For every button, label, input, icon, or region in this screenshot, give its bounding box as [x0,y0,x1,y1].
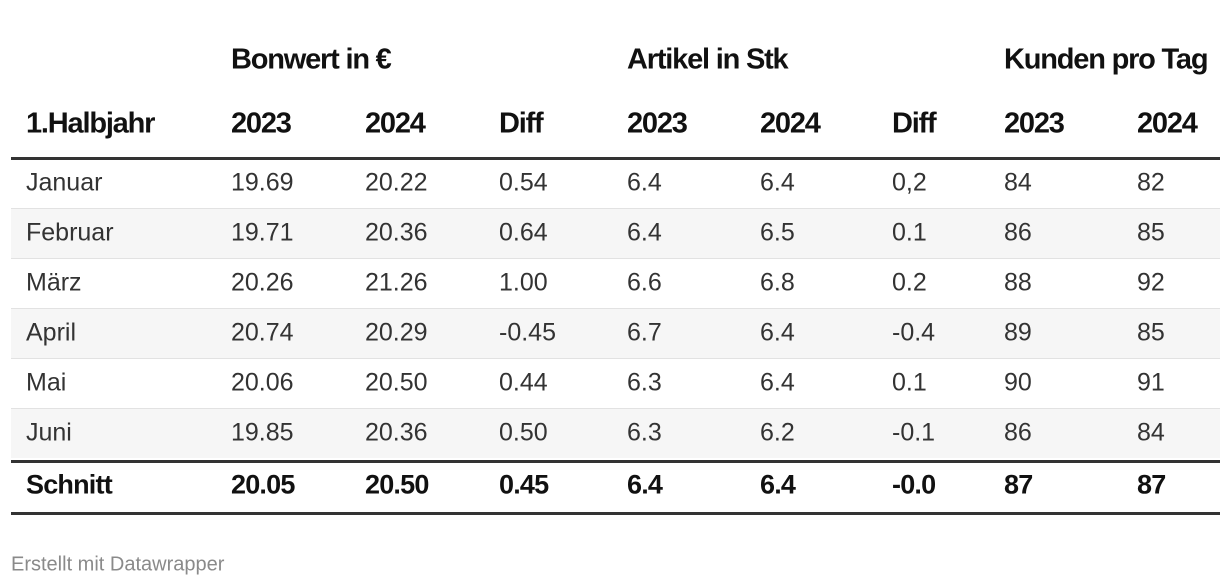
table-cell: 0.2 [892,268,927,297]
table-cell: 20.36 [365,218,428,247]
table-cell: 20.36 [365,418,428,447]
column-header: 2023 [231,107,292,140]
table-cell: 0.64 [499,218,548,247]
table-cell: Mai [26,368,67,397]
footer: Erstellt mit Datawrapper [11,553,225,576]
bottom-rule [11,512,1220,515]
table-cell: 0.1 [892,368,927,397]
total-cell: 0.45 [499,469,549,500]
table-cell: 0.44 [499,368,548,397]
table-cell: 88 [1004,268,1032,297]
group-header: Artikel in Stk [627,43,789,76]
table-cell: 6.4 [760,168,795,197]
table-cell: 6.4 [627,218,662,247]
table-cell: 0.1 [892,218,927,247]
table-cell: -0.45 [499,318,556,347]
column-header: 2023 [1004,107,1065,140]
table-cell: 89 [1004,318,1032,347]
row-shade [11,309,1220,358]
table-cell: 20.22 [365,168,428,197]
table-cell: 86 [1004,418,1032,447]
table-cell: 20.06 [231,368,294,397]
table-cell: 86 [1004,218,1032,247]
table-cell: 6.4 [760,318,795,347]
column-header: 1.Halbjahr [26,107,155,140]
table-cell: 20.29 [365,318,428,347]
table-cell: 6.4 [760,368,795,397]
row-divider [11,258,1220,259]
table-cell: Februar [26,218,114,247]
table-cell: 82 [1137,168,1165,197]
table-cell: 1.00 [499,268,548,297]
column-header: Diff [892,107,937,140]
total-cell: 6.4 [627,469,663,500]
total-cell: -0.0 [892,469,936,500]
group-header: Bonwert in € [231,43,392,76]
table-cell: 19.69 [231,168,294,197]
column-header: 2024 [1137,107,1198,140]
row-shade [11,409,1220,458]
table-cell: 19.71 [231,218,294,247]
table-cell: 90 [1004,368,1032,397]
column-header: 2023 [627,107,688,140]
table-cell: 84 [1137,418,1165,447]
table-cell: 92 [1137,268,1165,297]
table-cell: 20.74 [231,318,294,347]
table-cell: 20.50 [365,368,428,397]
table-cell: 85 [1137,218,1165,247]
total-cell: 20.05 [231,469,295,500]
table-cell: 0.54 [499,168,548,197]
table-cell: -0.1 [892,418,936,447]
column-header: Diff [499,107,544,140]
total-cell: 87 [1137,469,1166,500]
table-cell: 19.85 [231,418,294,447]
total-cell: 6.4 [760,469,796,500]
table-cell: März [26,268,82,297]
total-cell: 20.50 [365,469,429,500]
table-cell: 85 [1137,318,1165,347]
table-cell: 21.26 [365,268,428,297]
total-rule [11,460,1220,463]
table-cell: -0.4 [892,318,936,347]
row-divider [11,408,1220,409]
table-cell: 6.5 [760,218,795,247]
total-cell: Schnitt [26,469,113,500]
row-divider [11,208,1220,209]
row-divider [11,358,1220,359]
table-cell: 6.2 [760,418,795,447]
column-header: 2024 [760,107,821,140]
table-cell: 0,2 [892,168,927,197]
column-header: 2024 [365,107,426,140]
table-cell: 6.3 [627,418,662,447]
table-cell: 6.4 [627,168,662,197]
group-header: Kunden pro Tag [1004,43,1209,76]
table-cell: April [26,318,77,347]
table-cell: Januar [26,168,103,197]
row-divider [11,308,1220,309]
table-cell: 20.26 [231,268,294,297]
table-cell: 84 [1004,168,1032,197]
total-cell: 87 [1004,469,1033,500]
header-rule [11,157,1220,160]
table-cell: 91 [1137,368,1165,397]
table-cell: 6.3 [627,368,662,397]
table-cell: 0.50 [499,418,548,447]
table-cell: 6.8 [760,268,795,297]
table-cell: 6.6 [627,268,662,297]
table-cell: 6.7 [627,318,662,347]
table-cell: Juni [26,418,72,447]
row-shade [11,209,1220,258]
